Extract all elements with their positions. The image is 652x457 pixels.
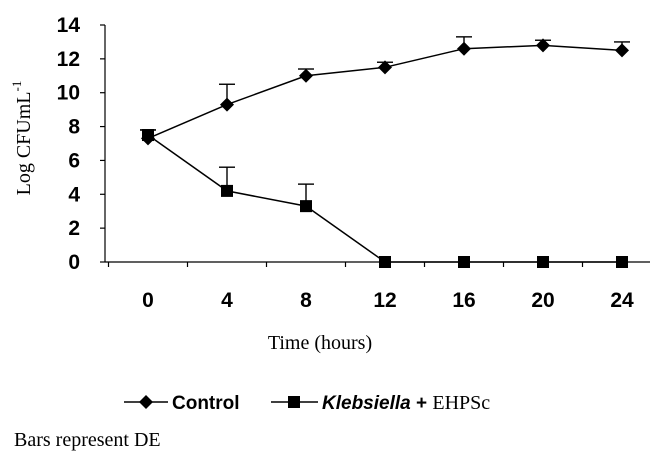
legend: Control Klebsiella + EHPSc bbox=[124, 392, 490, 414]
legend-label-control: Control bbox=[172, 393, 240, 414]
series-line-0 bbox=[147, 44, 623, 140]
x-tick-label: 4 bbox=[221, 289, 233, 312]
y-tick-label: 12 bbox=[57, 48, 80, 71]
y-axis-title: Log CFUmL-1 bbox=[9, 81, 35, 196]
y-tick-labels: 0 2 4 6 8 10 12 14 bbox=[57, 14, 81, 274]
y-tick-label: 6 bbox=[68, 149, 80, 172]
series-markers bbox=[141, 38, 629, 268]
data-point-square bbox=[142, 129, 154, 142]
legend-marker-klebsiella bbox=[288, 396, 300, 408]
data-point-diamond bbox=[457, 41, 471, 56]
data-point-diamond bbox=[536, 38, 550, 53]
data-point-diamond bbox=[220, 97, 234, 112]
x-tick-label: 12 bbox=[373, 289, 396, 312]
legend-marker-control bbox=[139, 395, 153, 409]
y-tick-label: 8 bbox=[68, 116, 80, 139]
x-tick-label: 24 bbox=[610, 289, 634, 312]
series-line-1 bbox=[147, 134, 622, 263]
y-tick-label: 0 bbox=[68, 251, 80, 274]
x-tick-label: 16 bbox=[452, 289, 475, 312]
y-tick-label: 10 bbox=[57, 82, 80, 105]
footnote: Bars represent DE bbox=[14, 429, 161, 451]
data-point-square bbox=[221, 184, 233, 197]
data-point-diamond bbox=[615, 43, 629, 58]
y-tick-label: 14 bbox=[57, 14, 81, 37]
data-point-diamond bbox=[378, 60, 392, 75]
axes bbox=[100, 24, 650, 267]
data-point-square bbox=[537, 256, 549, 268]
data-point-square bbox=[616, 256, 628, 268]
legend-label-klebsiella: Klebsiella + EHPSc bbox=[322, 392, 490, 414]
y-tick-label: 4 bbox=[68, 183, 80, 206]
x-axis-title: Time (hours) bbox=[268, 332, 372, 354]
data-point-square bbox=[300, 200, 312, 213]
x-tick-label: 20 bbox=[531, 289, 554, 312]
y-tick-label: 2 bbox=[68, 217, 80, 240]
data-point-diamond bbox=[299, 68, 313, 83]
data-point-square bbox=[458, 256, 470, 268]
x-tick-labels: 0 4 8 12 16 20 24 bbox=[142, 289, 634, 312]
x-tick-label: 8 bbox=[300, 289, 312, 312]
x-tick-label: 0 bbox=[142, 289, 154, 312]
data-point-square bbox=[379, 256, 391, 268]
series-lines bbox=[147, 44, 623, 263]
